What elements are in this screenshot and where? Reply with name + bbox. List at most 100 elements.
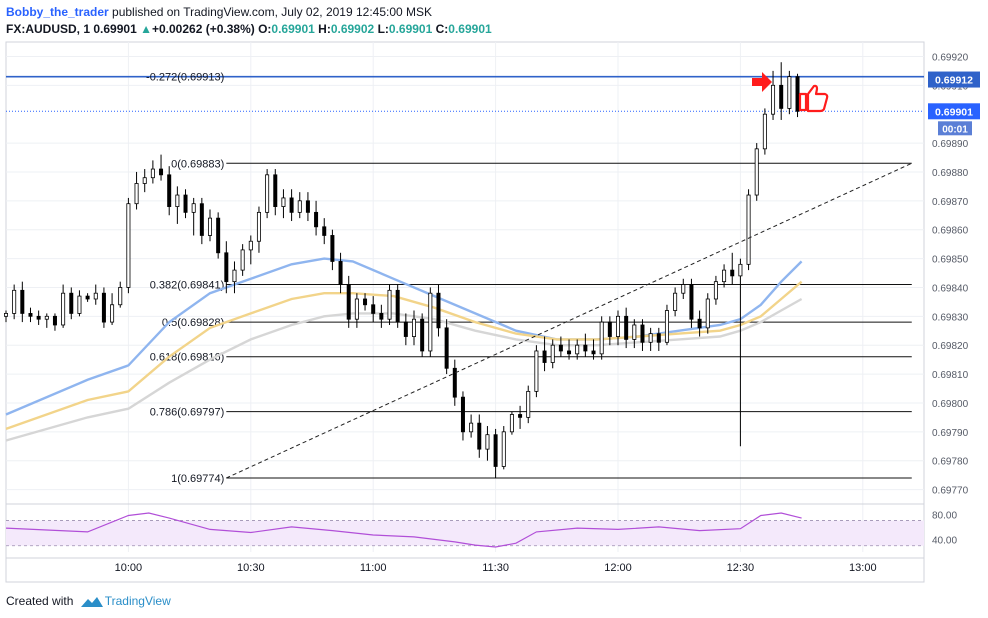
candle-body [142, 177, 147, 184]
low-value: 0.69901 [388, 22, 433, 36]
annotations [752, 72, 829, 113]
y-tick-label: 0.69800 [932, 399, 969, 410]
candle-body [126, 203, 131, 288]
candle-body [256, 211, 261, 242]
countdown-box [938, 121, 972, 136]
price-label: 0.69912 [935, 75, 973, 87]
candle-body [738, 263, 743, 277]
candle-body [93, 292, 98, 300]
candle-body [371, 304, 376, 314]
candle-body [118, 287, 123, 306]
y-tick-label: 0.69780 [932, 457, 969, 468]
moving-averages [5, 257, 803, 442]
candle-body [403, 321, 408, 337]
candle-body [493, 434, 498, 467]
candle-body [730, 269, 735, 277]
author-link[interactable]: Bobby_the_trader [6, 5, 109, 19]
y-tick-label: 0.69890 [932, 139, 969, 150]
price-axis[interactable]: 0.699200.699100.698900.698800.698700.698… [928, 52, 980, 546]
candle-body [591, 350, 596, 355]
candle-body [85, 295, 90, 300]
fib-level-label: 0.786(0.69797) [150, 407, 225, 419]
open-label: O: [258, 22, 272, 36]
fib-level-label: -0.272(0.69913) [146, 72, 224, 84]
last-price: 0.69901 [93, 22, 137, 36]
low-label: L: [377, 22, 389, 36]
candle-body [705, 298, 710, 329]
candle-body [289, 197, 294, 213]
candle-body [281, 197, 286, 207]
y-tick-label: 0.69770 [932, 486, 969, 497]
candle-body [689, 284, 694, 320]
candle-body [656, 333, 661, 343]
created-with-label: Created with [6, 594, 74, 608]
candle-body [305, 200, 310, 213]
candle-body [240, 249, 245, 271]
y-tick-label: 0.69840 [932, 283, 969, 294]
time-axis[interactable]: 10:00 10:30 11:00 11:30 12:00 12:30 13:00 [115, 562, 877, 574]
candle-body [746, 194, 751, 265]
candle-body [664, 310, 669, 343]
candle-body [469, 422, 474, 433]
price-change: +0.00262 (+0.38%) [151, 22, 255, 36]
x-tick-label: 12:30 [727, 562, 755, 574]
candle-body [191, 203, 196, 213]
y-tick-label: 0.69920 [932, 52, 969, 63]
candle-body [444, 327, 449, 369]
close-label: C: [435, 22, 449, 36]
rsi-line [5, 512, 802, 548]
candle-body [110, 304, 115, 323]
y-tick-label: 0.69790 [932, 428, 969, 439]
candle-body [354, 298, 359, 320]
candle-body [722, 269, 727, 283]
thumbs-up-icon [798, 84, 829, 113]
candle-body [616, 315, 621, 337]
price-chart[interactable]: -0.272(0.69913) 0(0.69883) 0.382(0.69841) 0… [0, 38, 988, 586]
candle-body [526, 390, 531, 418]
candle-body [175, 194, 180, 207]
candle-body [477, 422, 482, 450]
candle-body [44, 315, 49, 320]
x-tick-label: 13:00 [849, 562, 877, 574]
tradingview-brand[interactable]: TradingView [104, 594, 171, 608]
candle-body [624, 315, 629, 340]
candle-body [101, 292, 106, 323]
candle-body [681, 284, 686, 294]
candle-body [265, 174, 270, 213]
candle-body [69, 292, 74, 314]
x-tick-label: 10:00 [115, 562, 143, 574]
candle-body [420, 318, 425, 352]
candle-body [322, 226, 327, 236]
y-tick-label: 0.69860 [932, 226, 969, 237]
candle-body [452, 367, 457, 398]
publish-info: published on TradingView.com, July 02, 2… [108, 5, 433, 19]
candle-body [542, 350, 547, 363]
fib-level-label: 0.5(0.69828) [162, 317, 224, 329]
candle-body [77, 295, 82, 314]
candle-body [379, 313, 384, 320]
footer: Created with TradingView [6, 590, 171, 612]
candle-body [4, 313, 9, 317]
candle-body [199, 203, 204, 236]
candle-body [61, 292, 66, 326]
chart-header: Bobby_the_trader published on TradingVie… [6, 2, 982, 38]
y-tick-label: 0.69880 [932, 168, 969, 179]
rsi-tick-label: 80.00 [932, 510, 957, 521]
candle-body [713, 281, 718, 300]
candle-body [395, 289, 400, 323]
candle-body [558, 344, 563, 352]
candlestick-series [4, 62, 800, 479]
x-tick-label: 11:30 [482, 562, 509, 574]
candle-body [28, 313, 33, 317]
candle-body [460, 396, 465, 433]
candle-body [216, 217, 221, 254]
candle-body [550, 344, 555, 363]
open-value: 0.69901 [271, 22, 315, 36]
candle-body [771, 84, 776, 115]
candle-body [509, 414, 514, 433]
candle-body [52, 315, 57, 326]
candle-body [248, 240, 253, 251]
rsi-pane [5, 512, 924, 548]
y-tick-label: 0.69830 [932, 312, 969, 323]
candle-body [411, 318, 416, 337]
